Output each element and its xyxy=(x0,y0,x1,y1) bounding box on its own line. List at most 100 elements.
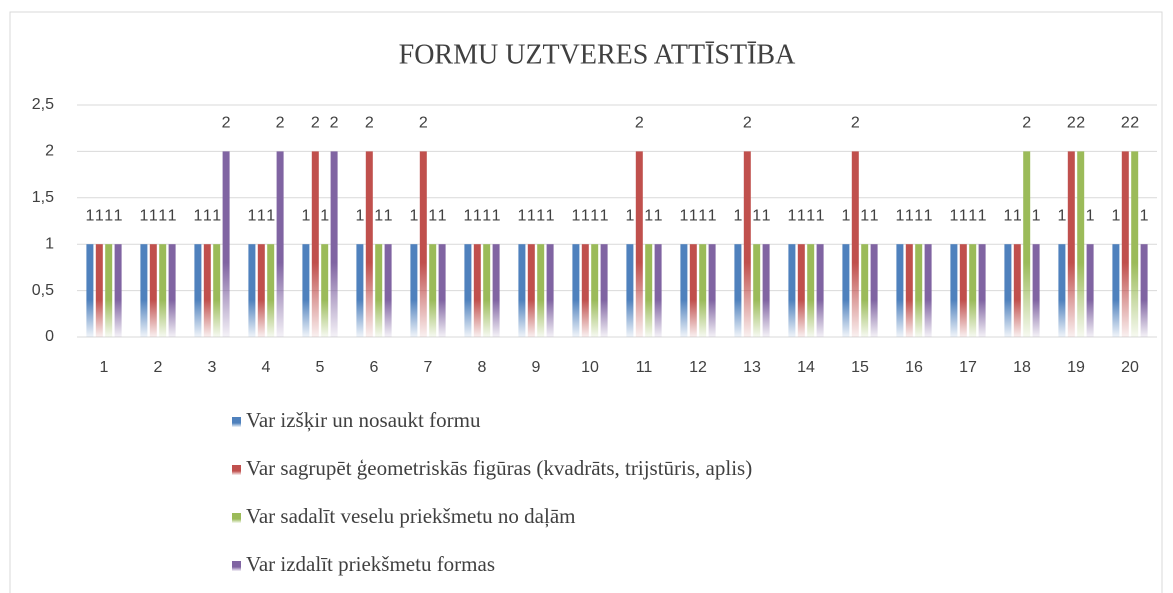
data-label: 1 xyxy=(517,207,526,224)
data-label: 1 xyxy=(1111,207,1120,224)
bar xyxy=(518,244,526,337)
y-tick-label: 1,5 xyxy=(32,189,54,206)
bar xyxy=(807,244,815,337)
bar xyxy=(896,244,904,337)
bar xyxy=(1013,244,1021,337)
bar xyxy=(581,244,589,337)
data-label: 2 xyxy=(1067,115,1076,132)
data-label: 1 xyxy=(978,207,987,224)
data-label: 1 xyxy=(762,207,771,224)
data-label: 1 xyxy=(546,207,555,224)
data-label: 1 xyxy=(752,207,761,224)
data-label: 1 xyxy=(1086,207,1095,224)
bar xyxy=(330,151,338,337)
data-label: 1 xyxy=(139,207,148,224)
legend-label: Var izdalīt priekšmetu formas xyxy=(246,552,495,576)
bar xyxy=(194,244,202,337)
data-label: 1 xyxy=(355,207,364,224)
data-label: 1 xyxy=(482,207,491,224)
data-label: 1 xyxy=(905,207,914,224)
bar xyxy=(870,244,878,337)
legend-label: Var sadalīt veselu priekšmetu no daļām xyxy=(246,504,576,528)
x-tick-label: 1 xyxy=(100,359,109,376)
bar xyxy=(788,244,796,337)
bar xyxy=(429,244,437,337)
bar xyxy=(302,244,310,337)
data-label: 1 xyxy=(708,207,717,224)
bar xyxy=(321,244,329,337)
data-label: 1 xyxy=(600,207,609,224)
bar xyxy=(626,244,634,337)
bar xyxy=(978,244,986,337)
bar xyxy=(1004,244,1012,337)
chart-border xyxy=(9,11,1163,593)
data-label: 1 xyxy=(924,207,933,224)
bar xyxy=(537,244,545,337)
data-label: 1 xyxy=(536,207,545,224)
data-label: 2 xyxy=(1022,115,1031,132)
data-label: 1 xyxy=(527,207,536,224)
bar xyxy=(1140,244,1148,337)
x-tick-label: 7 xyxy=(424,359,433,376)
x-tick-label: 9 xyxy=(532,359,541,376)
data-label: 1 xyxy=(797,207,806,224)
x-tick-label: 16 xyxy=(905,359,923,376)
bar xyxy=(654,244,662,337)
bar xyxy=(86,244,94,337)
bar xyxy=(483,244,491,337)
bar xyxy=(365,151,373,337)
bar xyxy=(861,244,869,337)
data-label: 1 xyxy=(168,207,177,224)
data-label: 1 xyxy=(1057,207,1066,224)
data-label: 1 xyxy=(1140,207,1149,224)
bar xyxy=(905,244,913,337)
x-tick-label: 18 xyxy=(1013,359,1031,376)
data-label: 1 xyxy=(247,207,256,224)
data-label: 1 xyxy=(257,207,266,224)
x-tick-label: 8 xyxy=(478,359,487,376)
bar xyxy=(842,244,850,337)
data-label: 1 xyxy=(438,207,447,224)
bar xyxy=(645,244,653,337)
bar xyxy=(1058,244,1066,337)
data-label: 1 xyxy=(625,207,634,224)
bar xyxy=(1032,244,1040,337)
bar xyxy=(915,244,923,337)
bar xyxy=(699,244,707,337)
x-tick-label: 20 xyxy=(1121,359,1139,376)
data-label: 2 xyxy=(1130,115,1139,132)
bar xyxy=(969,244,977,337)
data-label: 1 xyxy=(590,207,599,224)
bar xyxy=(1112,244,1120,337)
bar xyxy=(635,151,643,337)
data-label: 1 xyxy=(203,207,212,224)
data-label: 1 xyxy=(1032,207,1041,224)
bar xyxy=(1131,151,1139,337)
bar xyxy=(762,244,770,337)
bar xyxy=(600,244,608,337)
data-label: 1 xyxy=(463,207,472,224)
bar xyxy=(689,244,697,337)
bar xyxy=(356,244,364,337)
x-tick-label: 5 xyxy=(316,359,325,376)
data-label: 1 xyxy=(581,207,590,224)
bar xyxy=(410,244,418,337)
x-tick-label: 12 xyxy=(689,359,707,376)
bar xyxy=(1121,151,1129,337)
legend-swatch xyxy=(232,561,241,571)
data-label: 1 xyxy=(806,207,815,224)
data-label: 1 xyxy=(816,207,825,224)
data-label: 1 xyxy=(409,207,418,224)
data-label: 1 xyxy=(914,207,923,224)
bar xyxy=(149,244,157,337)
y-tick-label: 2 xyxy=(45,143,54,160)
bar xyxy=(743,151,751,337)
bar xyxy=(591,244,599,337)
bar xyxy=(1023,151,1031,337)
data-label: 1 xyxy=(644,207,653,224)
bar xyxy=(1086,244,1094,337)
x-tick-label: 14 xyxy=(797,359,815,376)
data-label: 1 xyxy=(428,207,437,224)
x-tick-label: 17 xyxy=(959,359,977,376)
data-label: 1 xyxy=(689,207,698,224)
